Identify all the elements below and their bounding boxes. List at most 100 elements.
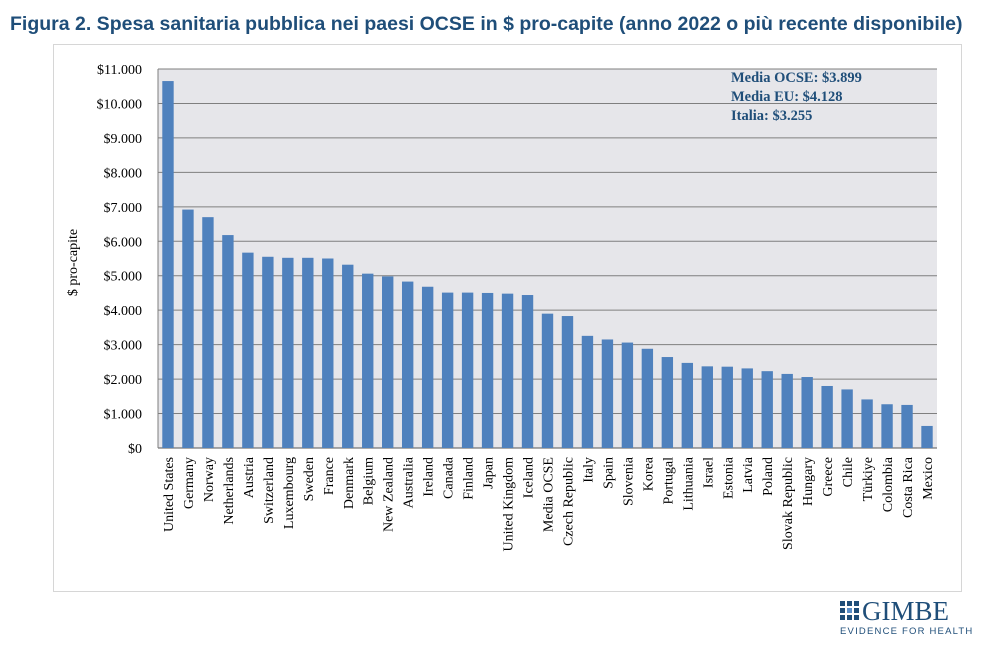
y-tick-label: $8.000: [104, 166, 143, 181]
bar: [601, 339, 614, 448]
x-tick-label: Hungary: [801, 457, 816, 506]
y-axis-label: $ pro-capite: [66, 229, 81, 296]
x-tick-label: Türkiye: [861, 457, 876, 501]
bars: [162, 81, 933, 449]
bar: [421, 286, 434, 448]
x-tick-label: Iceland: [522, 457, 537, 498]
x-tick-label: United States: [162, 457, 177, 532]
x-tick-label: Denmark: [342, 457, 357, 509]
bar: [342, 264, 354, 448]
y-tick-label: $10.000: [97, 97, 143, 112]
bar: [641, 348, 654, 448]
bar: [741, 368, 753, 448]
y-tick-label: $6.000: [104, 235, 143, 250]
x-tick-label: Norway: [202, 457, 217, 502]
x-tick-label: United Kingdom: [502, 457, 517, 552]
x-tick-label: Sweden: [302, 457, 317, 501]
bar: [282, 257, 294, 448]
figure-title: Figura 2. Spesa sanitaria pubblica nei p…: [10, 13, 963, 35]
bar: [362, 273, 374, 448]
x-tick-label: Belgium: [362, 457, 377, 505]
bar: [761, 371, 773, 448]
bar: [721, 366, 733, 448]
bar: [861, 399, 873, 448]
x-tick-label: Germany: [182, 457, 197, 509]
gimbe-logo-icon: [840, 601, 859, 620]
x-tick-label: Israel: [701, 457, 716, 488]
x-tick-label: Slovak Republic: [781, 457, 796, 550]
bar: [162, 81, 174, 449]
bar: [801, 377, 813, 448]
bar: [481, 292, 494, 448]
x-tick-label: Spain: [601, 457, 616, 489]
x-tick-label: Chile: [841, 457, 856, 487]
annotations: Media OCSE: $3.899 Media EU: $4.128 Ital…: [731, 70, 862, 124]
bar: [262, 256, 274, 448]
x-tick-label: Greece: [821, 457, 836, 497]
x-tick-label: Colombia: [881, 456, 896, 512]
bar: [881, 404, 893, 448]
x-tick-label: Estonia: [721, 456, 736, 499]
x-tick-label: Poland: [761, 457, 776, 496]
x-tick-label: Luxembourg: [282, 457, 297, 529]
bar: [222, 235, 234, 448]
x-tick-label: Australia: [402, 456, 417, 508]
x-tick-label: Italy: [581, 457, 596, 483]
y-tick-label: $7.000: [104, 201, 143, 216]
x-tick-label: New Zealand: [382, 457, 397, 532]
x-tick-label: Czech Republic: [561, 457, 576, 546]
y-tick-label: $2.000: [104, 373, 143, 388]
bar: [521, 295, 534, 448]
bar: [461, 292, 474, 448]
bar: [901, 404, 913, 448]
x-tick-label: Lithuania: [681, 456, 696, 510]
y-tick-label: $3.000: [104, 339, 143, 354]
x-tick-label: Switzerland: [262, 457, 277, 524]
x-tick-label: Latvia: [741, 456, 756, 493]
x-tick-label: Portugal: [661, 457, 676, 505]
bar: [921, 425, 933, 448]
x-tick-label: Finland: [462, 457, 477, 500]
y-tick-label: $4.000: [104, 304, 143, 319]
bar: [561, 316, 574, 448]
bar: [781, 373, 793, 448]
x-tick-label: Ireland: [422, 457, 437, 497]
bar: [202, 217, 214, 448]
x-tick-label: Media OCSE: [542, 457, 557, 532]
bar: [401, 281, 414, 448]
bar: [242, 252, 254, 448]
bar: [382, 276, 394, 448]
bar: [621, 342, 634, 448]
x-tick-label: Netherlands: [222, 457, 237, 525]
bar: [841, 389, 853, 448]
bar: [681, 362, 694, 448]
logo-tagline: EVIDENCE FOR HEALTH: [840, 626, 974, 637]
bar: [441, 292, 454, 448]
x-tick-label: Mexico: [921, 457, 936, 500]
x-tick-label: Japan: [482, 457, 497, 489]
y-tick-label: $5.000: [104, 270, 143, 285]
x-tick-label: Costa Rica: [901, 456, 916, 518]
x-tick-label: Austria: [242, 456, 257, 498]
bar: [322, 258, 334, 448]
x-tick-label: France: [322, 457, 337, 495]
annotation-italia: Italia: $3.255: [731, 108, 812, 124]
y-tick-labels: $0 $1.000 $2.000 $3.000 $4.000 $5.000 $6.000 $7…: [97, 63, 143, 457]
x-tick-label: Slovenia: [621, 456, 636, 506]
logo-name: GIMBE: [862, 596, 949, 626]
bar: [302, 257, 314, 448]
bar: [501, 293, 514, 448]
x-tick-labels: United States Germany Norway Netherlands Aus…: [162, 456, 936, 551]
bar: [541, 313, 554, 448]
x-tick-label: Canada: [442, 456, 457, 499]
y-tick-label: $11.000: [97, 63, 142, 78]
x-tick-label: Korea: [641, 456, 656, 491]
y-tick-label: $1.000: [104, 408, 143, 423]
annotation-media-eu: Media EU: $4.128: [731, 89, 843, 105]
bar: [661, 357, 674, 448]
bar: [581, 335, 594, 448]
y-tick-label: $9.000: [104, 132, 143, 147]
bar: [821, 385, 833, 448]
bar: [701, 366, 713, 448]
annotation-media-ocse: Media OCSE: $3.899: [731, 70, 862, 86]
